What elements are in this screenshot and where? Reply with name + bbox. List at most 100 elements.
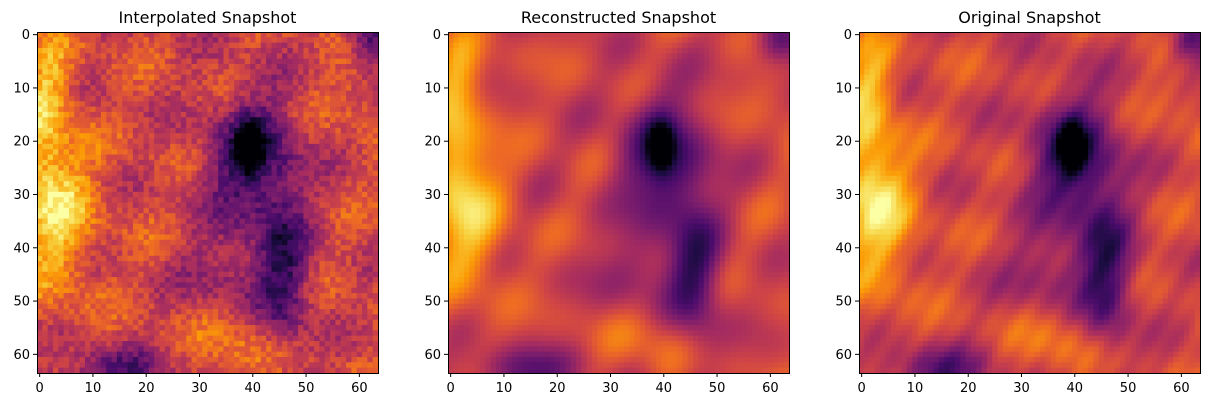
heatmap-cell [164,319,171,326]
heatmap-cell [154,245,161,252]
heatmap-cell [90,175,97,182]
heatmap-cell [602,47,609,54]
heatmap-cell [202,85,209,92]
heatmap-cell [196,47,203,54]
heatmap-cell [751,37,758,44]
heatmap-cell [138,101,145,108]
heatmap-cell [751,85,758,92]
heatmap-cell [132,245,139,252]
heatmap-cell [95,309,102,315]
heatmap-cell [308,277,315,284]
heatmap-cell [271,74,278,81]
heatmap-cell [95,74,102,81]
heatmap-cell [287,138,294,145]
heatmap-cell [239,32,246,38]
heatmap-cell [666,53,673,60]
heatmap-cell [202,309,209,315]
heatmap-cell [52,197,59,204]
heatmap-cell [42,229,49,236]
heatmap-cell [196,250,203,257]
heatmap-cell [122,159,129,166]
heatmap-cell [511,90,518,97]
heatmap-cell [324,325,331,331]
heatmap-cell [47,32,54,38]
heatmap-cell [111,341,118,347]
heatmap-cell [218,175,225,182]
heatmap-cell [122,229,129,236]
heatmap-cell [623,32,630,38]
heatmap-cell [276,357,283,363]
heatmap-cell [196,42,203,49]
heatmap-cell [463,69,470,76]
heatmap-cell [367,122,374,129]
heatmap-cell [351,149,358,156]
heatmap-cell [335,74,342,81]
heatmap-cell [79,245,86,252]
heatmap-cell [282,309,289,315]
heatmap-cell [346,346,352,353]
heatmap-cell [90,213,97,220]
heatmap-cell [207,32,214,38]
heatmap-cell [362,122,368,129]
heatmap-cell [228,95,235,102]
heatmap-cell [52,101,59,108]
heatmap-cell [196,74,203,81]
heatmap-cell [116,229,123,236]
heatmap-cell [346,111,352,118]
heatmap-cell [308,95,315,102]
heatmap-cell [292,117,299,124]
heatmap-cell [244,202,251,209]
heatmap-cell [84,191,91,198]
heatmap-cell [314,186,320,193]
heatmap-cell [474,58,481,65]
heatmap-cell [47,143,54,150]
heatmap-cell [132,85,139,92]
heatmap-cell [549,53,556,60]
heatmap-cell [138,239,145,246]
heatmap-cell [68,175,75,182]
heatmap-cell [367,90,374,97]
heatmap-cell [372,170,379,177]
heatmap-cell [618,37,625,44]
heatmap-cell [223,303,230,310]
heatmap-cell [330,202,336,209]
heatmap-cell [335,127,342,134]
heatmap-cell [111,202,118,209]
heatmap-cell [282,149,289,156]
heatmap-cell [351,117,358,124]
heatmap-cell [650,74,657,81]
heatmap-cell [143,213,150,220]
heatmap-cell [671,63,678,70]
heatmap-cell [308,298,315,305]
heatmap-cell [234,287,241,294]
heatmap-cell [95,117,102,124]
heatmap-cell [260,181,267,188]
heatmap-cell [186,341,193,347]
heatmap-cell [725,32,731,38]
heatmap-cell [351,111,358,118]
heatmap-cell [287,229,294,236]
heatmap-cell [100,202,107,209]
heatmap-cell [324,111,331,118]
heatmap-cell [581,42,588,49]
heatmap-cell [127,298,134,305]
heatmap-cell [106,218,113,225]
heatmap-cell [260,207,267,214]
heatmap-cell [196,85,203,92]
heatmap-cell [95,85,102,92]
heatmap-cell [74,309,81,315]
heatmap-cell [282,357,289,363]
heatmap-cell [47,122,54,129]
heatmap-cell [191,234,198,241]
heatmap-cell [132,133,139,140]
heatmap-cell [148,319,155,326]
heatmap-cell [207,154,214,161]
heatmap-cell [207,175,214,182]
heatmap-cell [74,181,81,188]
heatmap-cell [111,293,118,300]
heatmap-cell [340,202,347,209]
heatmap-cell [351,250,358,257]
heatmap-cell [741,69,747,76]
heatmap-cell [559,74,566,81]
heatmap-cell [191,314,198,321]
